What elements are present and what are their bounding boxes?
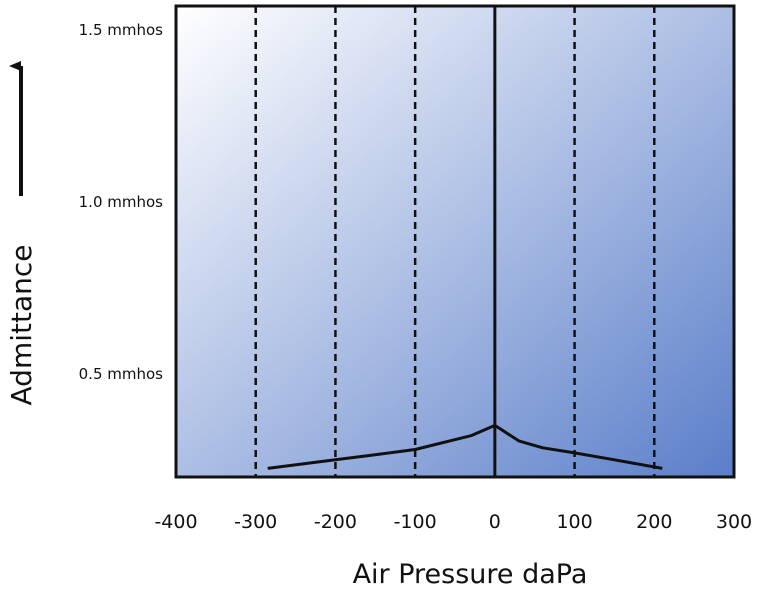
y-tick-label: 1.0 mmhos	[79, 193, 164, 211]
x-axis-label: Air Pressure daPa	[353, 559, 588, 590]
x-tick-label: -300	[234, 511, 277, 533]
x-tick-label: 100	[556, 511, 592, 533]
x-axis-ticks: -400 -300 -200 -100 0 100 200 300	[154, 511, 752, 533]
x-tick-label: 200	[636, 511, 672, 533]
y-tick-label: 0.5 mmhos	[79, 365, 164, 383]
x-tick-label: 0	[489, 511, 501, 533]
x-tick-label: 300	[716, 511, 752, 533]
y-axis-label: Admittance	[5, 245, 38, 406]
y-axis-ticks: 1.5 mmhos 1.0 mmhos 0.5 mmhos	[79, 21, 164, 383]
x-tick-label: -100	[394, 511, 437, 533]
vertical-reference-lines	[254, 6, 656, 477]
plot-frame	[174, 4, 736, 479]
y-tick-label: 1.5 mmhos	[79, 21, 164, 39]
x-tick-label: -200	[314, 511, 357, 533]
admittance-curve	[267, 423, 663, 470]
plot-area	[176, 6, 734, 477]
x-tick-label: -400	[154, 511, 197, 533]
